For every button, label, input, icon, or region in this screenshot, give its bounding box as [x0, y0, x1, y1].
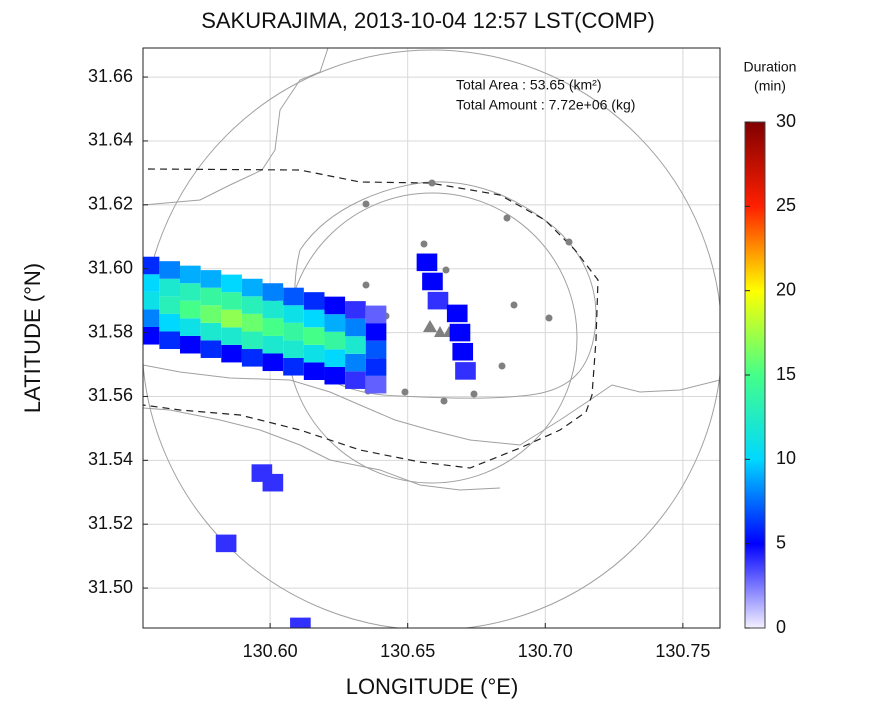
duration-cell	[180, 265, 201, 284]
duration-cell	[303, 309, 325, 328]
colorbar-tick-label: 5	[776, 532, 786, 552]
duration-cell	[241, 313, 263, 332]
duration-cell	[221, 327, 242, 345]
duration-cell	[446, 304, 468, 323]
duration-cell	[221, 292, 242, 310]
duration-cell	[303, 362, 325, 380]
duration-cell	[262, 300, 284, 319]
x-axis-label: LONGITUDE (°E)	[346, 674, 519, 699]
duration-cell	[427, 291, 449, 310]
duration-cell	[180, 283, 201, 301]
duration-cell	[143, 291, 160, 310]
duration-cell	[159, 278, 181, 297]
duration-cell	[262, 473, 284, 492]
y-tick-label: 31.62	[88, 194, 133, 214]
y-axis-label: LATITUDE (°N)	[20, 263, 45, 413]
duration-cell	[200, 270, 222, 288]
colorbar-title: (min)	[754, 78, 786, 94]
duration-cell	[324, 296, 346, 315]
duration-cell	[324, 366, 346, 385]
duration-cell	[180, 318, 201, 336]
duration-cell	[159, 331, 181, 350]
duration-cell	[324, 349, 346, 367]
y-tick-label: 31.52	[88, 513, 133, 533]
duration-cell	[221, 274, 242, 293]
duration-cell	[143, 309, 160, 327]
duration-cell	[200, 287, 222, 306]
duration-cell	[159, 296, 181, 314]
y-tick-label: 31.66	[88, 66, 133, 86]
duration-cell	[143, 274, 160, 292]
duration-cell	[324, 314, 346, 332]
duration-cell	[345, 353, 366, 372]
x-tick-label: 130.60	[243, 641, 298, 661]
duration-cell	[262, 335, 284, 354]
duration-cell	[262, 283, 284, 301]
duration-cell	[159, 261, 181, 279]
duration-cell	[143, 256, 160, 275]
duration-cell	[159, 313, 181, 332]
duration-cell	[262, 353, 284, 372]
x-tick-label: 130.70	[518, 641, 573, 661]
duration-cell	[180, 300, 201, 319]
duration-cell	[200, 340, 222, 358]
duration-cell	[290, 617, 311, 628]
duration-cell	[455, 362, 476, 380]
duration-cell	[221, 344, 242, 363]
chart-title: SAKURAJIMA, 2013-10-04 12:57 LST(COMP)	[201, 8, 655, 33]
colorbar-title: Duration	[744, 59, 797, 75]
duration-cell	[283, 357, 304, 376]
duration-cell	[365, 340, 387, 359]
duration-cell	[241, 331, 263, 350]
colorbar-tick-label: 15	[776, 364, 796, 384]
duration-cell	[200, 322, 222, 341]
duration-cell	[241, 278, 263, 297]
y-tick-label: 31.54	[88, 449, 133, 469]
duration-cell	[422, 272, 443, 291]
duration-cell	[416, 253, 438, 272]
colorbar-tick-label: 0	[776, 617, 786, 637]
duration-cell	[345, 371, 366, 389]
y-tick-label: 31.64	[88, 130, 133, 150]
duration-cell	[452, 342, 474, 361]
duration-cell	[345, 301, 366, 319]
annotation: Total Amount : 7.72e+06 (kg)	[456, 97, 635, 113]
duration-cell	[365, 358, 387, 376]
colorbar-tick-label: 30	[776, 111, 796, 131]
duration-cell	[365, 323, 387, 341]
x-tick-label: 130.75	[655, 641, 710, 661]
duration-cell	[262, 318, 284, 336]
duration-cell	[221, 309, 242, 328]
y-tick-label: 31.60	[88, 257, 133, 277]
duration-cell	[215, 534, 237, 553]
duration-cell	[365, 305, 387, 324]
colorbar-tick-label: 25	[776, 195, 796, 215]
duration-cell	[283, 340, 304, 358]
duration-cell	[180, 335, 201, 354]
annotation: Total Area : 53.65 (km²)	[456, 77, 602, 93]
y-tick-label: 31.50	[88, 577, 133, 597]
duration-cell	[303, 292, 325, 310]
duration-cell	[303, 327, 325, 345]
y-tick-label: 31.56	[88, 385, 133, 405]
duration-cell	[283, 305, 304, 323]
duration-cell	[283, 287, 304, 306]
duration-cell	[200, 305, 222, 323]
y-tick-label: 31.58	[88, 321, 133, 341]
colorbar-tick-label: 20	[776, 279, 796, 299]
colorbar-tick-label: 10	[776, 448, 796, 468]
x-tick-label: 130.65	[380, 641, 435, 661]
duration-cell	[449, 323, 471, 342]
duration-cell	[345, 318, 366, 337]
plot-frame	[142, 47, 721, 629]
duration-cell	[241, 296, 263, 314]
duration-cell	[283, 322, 304, 341]
duration-cell	[324, 331, 346, 350]
duration-cell	[365, 375, 387, 394]
duration-cell	[303, 344, 325, 363]
duration-cell	[143, 326, 160, 345]
duration-cell	[241, 349, 263, 367]
duration-cell	[345, 336, 366, 354]
